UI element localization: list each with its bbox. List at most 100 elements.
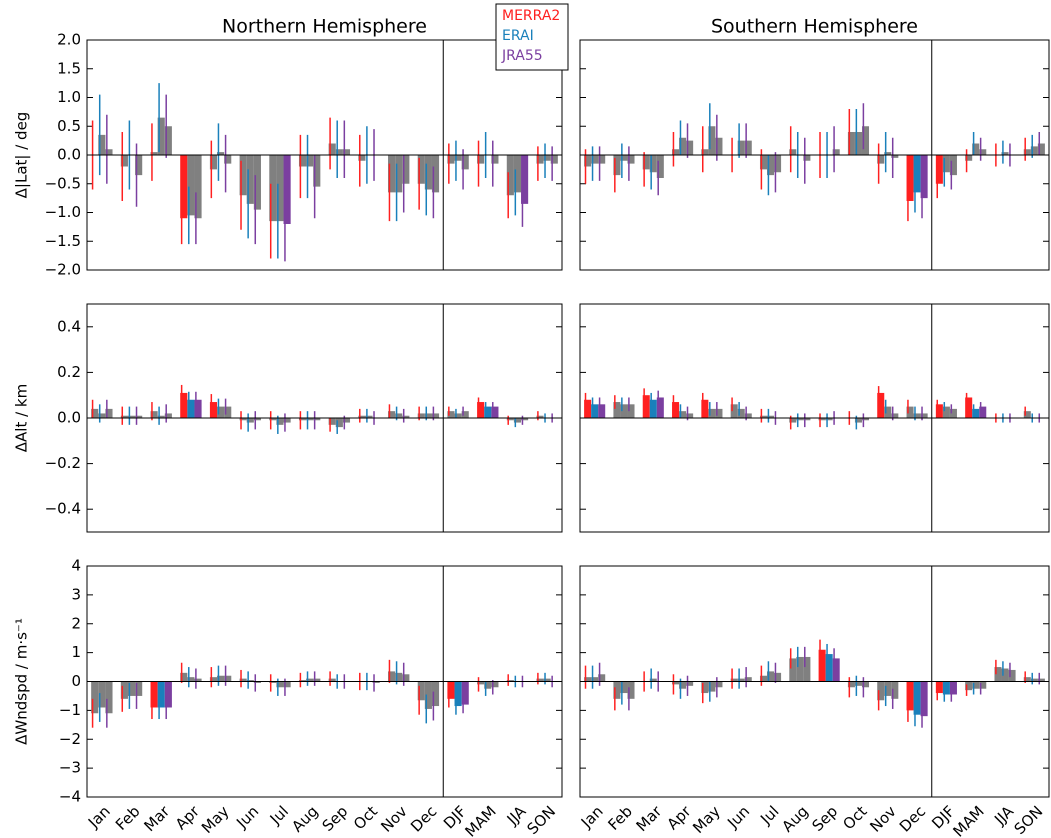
y-tick-label: −1.0 xyxy=(45,203,81,221)
bar xyxy=(342,149,351,155)
bar xyxy=(521,155,529,204)
bar xyxy=(313,155,321,187)
bar xyxy=(832,658,840,682)
bar xyxy=(194,155,202,219)
bar xyxy=(913,413,921,418)
bar xyxy=(224,155,232,164)
bar xyxy=(584,155,592,167)
bar xyxy=(613,155,621,176)
bar xyxy=(994,667,1002,682)
bar xyxy=(358,155,366,161)
bar xyxy=(306,155,314,167)
bar xyxy=(461,155,469,170)
bar xyxy=(803,656,811,682)
bar xyxy=(187,677,195,682)
bar xyxy=(246,155,254,204)
bar xyxy=(789,658,797,682)
x-tick-label: Mar xyxy=(633,802,666,835)
bar xyxy=(642,155,650,170)
bar xyxy=(417,413,425,418)
plot-frame xyxy=(86,39,563,271)
bar xyxy=(91,408,99,418)
plot-frame xyxy=(579,39,1050,271)
bar xyxy=(920,413,928,418)
bar xyxy=(877,392,885,418)
bar xyxy=(584,399,592,418)
bar xyxy=(164,126,172,155)
bar xyxy=(283,681,291,688)
bar xyxy=(949,155,957,176)
bar xyxy=(598,404,606,418)
bar xyxy=(454,155,462,161)
bar xyxy=(431,681,440,707)
bar xyxy=(701,399,709,418)
y-tick-label: 1.0 xyxy=(57,88,81,106)
bar xyxy=(935,681,943,694)
x-tick-label: SON xyxy=(1011,802,1047,838)
y-axis-label: ΔWndspd / m·s⁻¹ xyxy=(13,618,31,745)
bar xyxy=(180,392,188,418)
bar xyxy=(491,681,499,688)
y-tick-label: 3 xyxy=(71,585,81,603)
bar xyxy=(477,155,485,164)
bar xyxy=(395,155,403,193)
panel-title: Southern Hemisphere xyxy=(711,16,918,38)
bar xyxy=(686,413,694,418)
x-tick-label: Feb xyxy=(112,802,144,834)
bar xyxy=(591,677,599,682)
bar xyxy=(521,418,529,421)
bar xyxy=(298,155,307,167)
x-tick-label: Jul xyxy=(266,802,292,828)
y-tick-label: −2 xyxy=(59,730,81,748)
bar xyxy=(484,406,492,418)
y-tick-label: −0.2 xyxy=(45,454,81,472)
plot-frame xyxy=(86,303,563,533)
bar xyxy=(150,152,158,155)
bar xyxy=(388,411,396,418)
x-tick-label: Apr xyxy=(664,802,696,834)
bar xyxy=(679,411,687,418)
bar xyxy=(120,155,128,167)
bar xyxy=(98,134,106,155)
bar xyxy=(591,404,599,418)
x-tick-label: Mar xyxy=(140,802,173,835)
bar xyxy=(656,155,664,178)
y-tick-label: −3 xyxy=(59,759,81,777)
bar xyxy=(239,678,247,682)
bar xyxy=(395,672,403,682)
bar xyxy=(209,155,218,170)
x-tick-label: Jul xyxy=(756,802,782,828)
bar xyxy=(127,681,136,696)
bar xyxy=(979,149,987,155)
x-tick-label: Jan xyxy=(577,802,607,832)
bar xyxy=(150,681,158,708)
bar xyxy=(550,155,558,164)
x-tick-label: Aug xyxy=(288,802,321,835)
bar xyxy=(979,406,987,418)
bar xyxy=(1023,677,1031,682)
bar xyxy=(358,415,366,418)
plot-frame xyxy=(86,565,563,798)
bar xyxy=(972,681,980,689)
bar xyxy=(884,681,892,696)
bar xyxy=(217,152,225,155)
bar xyxy=(759,415,768,418)
bar xyxy=(847,681,855,688)
bar xyxy=(447,411,455,418)
bar xyxy=(584,677,592,682)
y-tick-label: −1 xyxy=(59,701,81,719)
bar xyxy=(447,681,455,699)
bar xyxy=(164,413,172,418)
bar xyxy=(913,681,921,715)
bar xyxy=(972,408,980,418)
bar xyxy=(832,149,840,155)
bar xyxy=(965,397,973,418)
bar xyxy=(120,415,128,418)
bar xyxy=(513,418,522,423)
bar xyxy=(877,681,885,701)
bar xyxy=(127,415,136,418)
bar xyxy=(744,140,752,155)
bar xyxy=(906,681,914,711)
x-tick-label: Nov xyxy=(866,802,900,836)
